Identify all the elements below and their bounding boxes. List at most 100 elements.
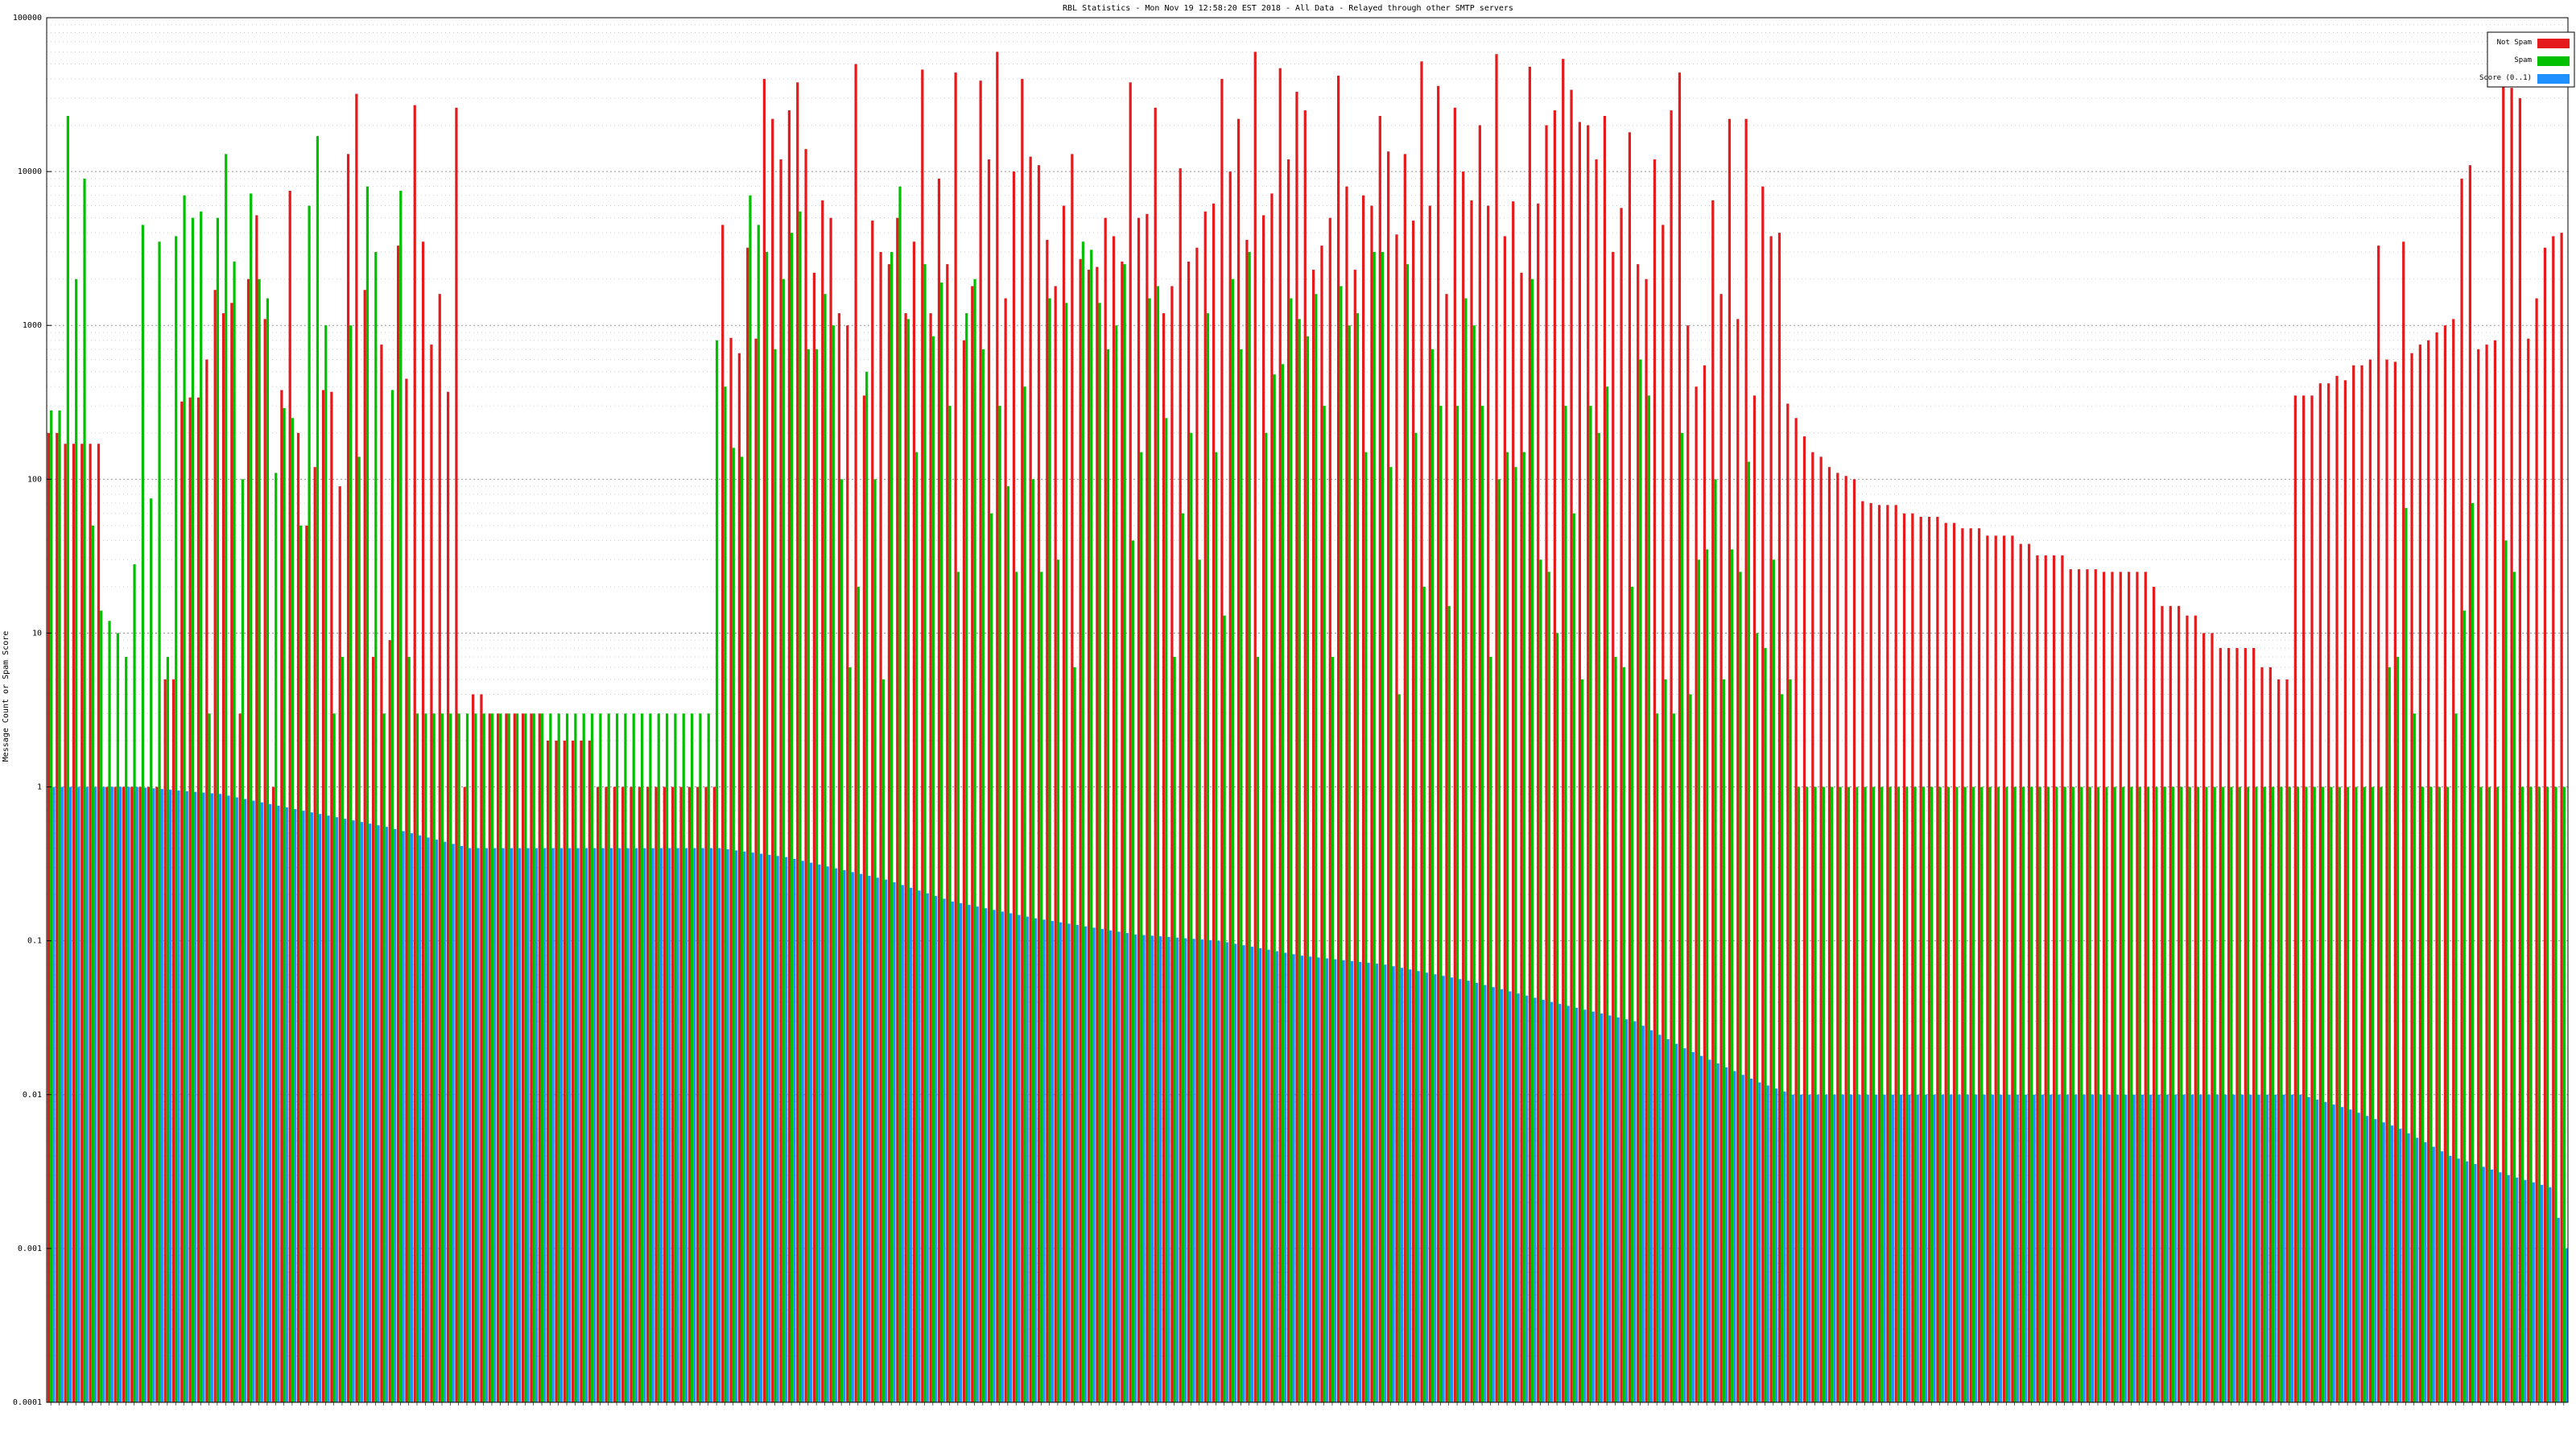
bar-spam xyxy=(2446,786,2450,1402)
bar-score xyxy=(1875,1094,1878,1402)
bar-score xyxy=(593,848,597,1402)
bar-not-spam xyxy=(887,264,891,1402)
bar-not-spam xyxy=(1994,535,1997,1402)
bar-not-spam xyxy=(421,242,425,1403)
bar-score xyxy=(1733,1071,1736,1402)
bar-spam xyxy=(2371,786,2375,1402)
bar-not-spam xyxy=(1445,294,1448,1402)
bar-spam xyxy=(2096,786,2100,1402)
bar-not-spam xyxy=(896,217,899,1402)
bar-not-spam xyxy=(1270,193,1274,1402)
bar-spam xyxy=(2413,713,2416,1402)
bar-score xyxy=(1475,982,1479,1402)
bar-not-spam xyxy=(679,786,683,1402)
bar-spam xyxy=(524,713,527,1402)
bar-spam xyxy=(2537,786,2541,1402)
bar-not-spam xyxy=(1345,186,1348,1402)
bar-not-spam xyxy=(1154,107,1157,1403)
bar-not-spam xyxy=(821,200,824,1402)
bar-spam xyxy=(1530,279,1534,1403)
bar-score xyxy=(1816,1094,1819,1402)
bar-spam xyxy=(1764,647,1767,1402)
bar-spam xyxy=(2038,786,2041,1402)
bar-spam xyxy=(1897,786,1901,1402)
bar-score xyxy=(2207,1094,2211,1402)
bar-score xyxy=(526,848,530,1402)
bar-score xyxy=(1325,958,1329,1402)
bar-score xyxy=(1925,1094,1928,1402)
bar-score xyxy=(1674,1043,1678,1402)
bar-score xyxy=(1018,914,1021,1402)
bar-spam xyxy=(940,282,943,1402)
bar-not-spam xyxy=(513,713,516,1402)
bar-spam xyxy=(316,136,320,1402)
bar-score xyxy=(1051,921,1054,1402)
bar-not-spam xyxy=(630,786,633,1402)
bar-score xyxy=(751,852,754,1402)
bar-spam xyxy=(349,325,353,1403)
bar-spam xyxy=(732,448,735,1402)
bar-spam xyxy=(457,713,460,1402)
bar-spam xyxy=(250,193,253,1402)
bar-score xyxy=(2424,1142,2427,1402)
bar-spam xyxy=(2055,786,2058,1402)
bar-score xyxy=(235,797,238,1402)
bar-score xyxy=(1567,1005,1570,1402)
bar-not-spam xyxy=(1462,171,1465,1403)
bar-score xyxy=(1941,1094,1944,1402)
bar-score xyxy=(1724,1067,1728,1402)
bar-not-spam xyxy=(1295,92,1298,1402)
bar-not-spam xyxy=(1528,66,1531,1403)
bar-score xyxy=(1309,956,1312,1402)
bar-spam xyxy=(1930,786,1934,1402)
bar-spam xyxy=(1938,786,1942,1402)
bar-not-spam xyxy=(597,786,600,1402)
bar-spam xyxy=(2529,786,2533,1402)
bar-spam xyxy=(2180,786,2183,1402)
bar-spam xyxy=(674,713,677,1402)
bar-spam xyxy=(2155,786,2158,1402)
bar-spam xyxy=(1248,252,1251,1402)
bar-score xyxy=(2000,1094,2003,1402)
bar-score xyxy=(1534,997,1537,1402)
bar-spam xyxy=(1806,786,1809,1402)
bar-not-spam xyxy=(1328,217,1331,1402)
bar-score xyxy=(1484,985,1487,1402)
bar-not-spam xyxy=(862,395,866,1402)
bar-not-spam xyxy=(263,319,266,1402)
bar-not-spam xyxy=(72,444,76,1402)
bar-not-spam xyxy=(2019,543,2022,1402)
bar-spam xyxy=(1622,667,1625,1402)
bar-spam xyxy=(407,657,411,1402)
bar-not-spam xyxy=(1387,151,1390,1402)
bar-spam xyxy=(1231,279,1235,1403)
bar-not-spam xyxy=(1137,217,1141,1402)
bar-not-spam xyxy=(2527,338,2530,1402)
bar-not-spam xyxy=(837,313,841,1402)
bar-spam xyxy=(382,713,386,1402)
bar-not-spam xyxy=(2219,647,2222,1402)
bar-not-spam xyxy=(946,264,949,1402)
bar-score xyxy=(2165,1094,2169,1402)
bar-spam xyxy=(449,713,452,1402)
bar-not-spam xyxy=(1395,234,1398,1403)
bar-spam xyxy=(1731,549,1734,1402)
bar-score xyxy=(851,872,854,1402)
bar-score xyxy=(684,848,688,1402)
bar-spam xyxy=(840,479,844,1403)
bar-score xyxy=(1225,942,1228,1402)
y-tick-label: 0.001 xyxy=(18,1245,42,1253)
bar-spam xyxy=(291,418,295,1402)
bar-not-spam xyxy=(1961,528,1964,1402)
bar-spam xyxy=(1831,786,1834,1402)
bar-score xyxy=(2432,1146,2435,1402)
bar-spam xyxy=(749,195,752,1402)
bar-not-spam xyxy=(1362,195,1365,1402)
bar-spam xyxy=(1331,657,1335,1402)
bar-spam xyxy=(807,349,810,1403)
bar-not-spam xyxy=(704,786,708,1402)
bar-spam xyxy=(2288,786,2291,1402)
bar-score xyxy=(2482,1166,2485,1402)
bar-not-spam xyxy=(2077,569,2081,1402)
bar-not-spam xyxy=(1911,513,1914,1402)
